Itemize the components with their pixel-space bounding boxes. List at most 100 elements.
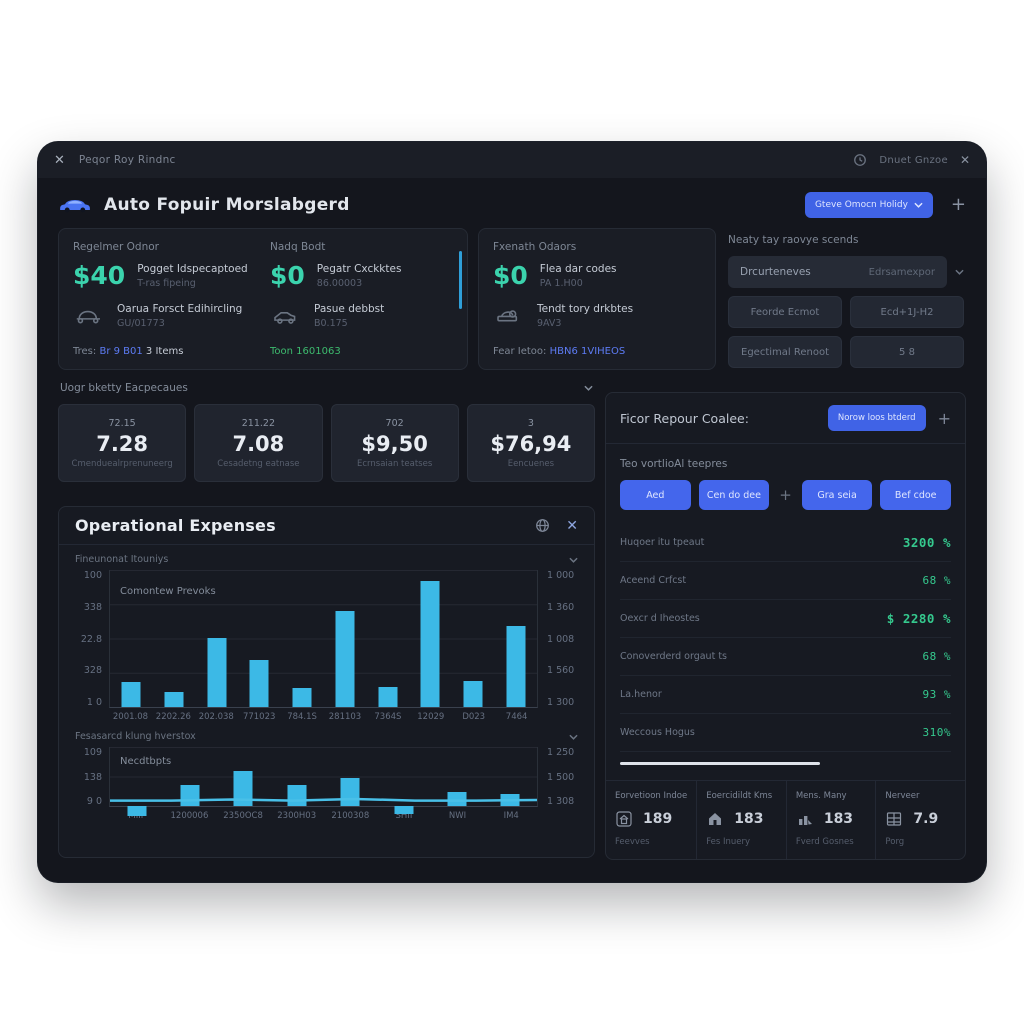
add-icon[interactable]: + — [950, 194, 966, 215]
axis-tick: 1 308 — [547, 796, 575, 807]
tile-main-value: $9,50 — [361, 431, 428, 456]
chart-bar[interactable] — [506, 626, 526, 707]
close-icon[interactable]: ✕ — [959, 153, 970, 167]
chart-bar[interactable] — [249, 660, 269, 707]
chart-bar-slot — [494, 570, 537, 707]
chevron-down-icon[interactable] — [569, 734, 578, 740]
chart-bar-slot — [430, 747, 483, 806]
new-quote-button[interactable]: Norow loos btderd — [827, 405, 926, 431]
close-icon[interactable]: ✕ — [54, 152, 65, 168]
chart-bar[interactable] — [378, 686, 398, 707]
footer-link: HBN6 1VIHEOS — [549, 346, 626, 357]
metric-row[interactable]: Aceend Crfcst 68 % — [620, 562, 951, 600]
metric-row[interactable]: Huqoer itu tpeaut 3200 % — [620, 524, 951, 562]
chart-bar[interactable] — [500, 794, 520, 806]
expense-tile[interactable]: 72.15 7.28 Cmenduealrprenuneerg — [58, 404, 187, 482]
records-filter-input[interactable]: Drcurteneves Edrsamexpor — [728, 256, 947, 288]
chart-bar-slot — [281, 570, 324, 707]
titlebar-status: Dnuet Gnzoe — [879, 154, 948, 166]
stat-label: Tendt tory drkbtes — [537, 303, 634, 315]
x-axis-label: 771023 — [242, 712, 276, 722]
chart-bar[interactable] — [340, 777, 360, 806]
metric-value: 68 % — [922, 574, 951, 587]
records-button-4[interactable]: 5 8 — [850, 336, 964, 368]
chart-bar-slot — [452, 570, 495, 707]
chart-bar-slot — [110, 747, 163, 816]
stat-block[interactable]: Eoercidildt Kms 183 Fes Inuery — [696, 781, 786, 859]
scrollbar[interactable] — [459, 251, 462, 309]
stat-label: Pegatr Cxckktes — [316, 263, 402, 275]
y-axis-right: 1 250 1 500 1 308 — [538, 747, 580, 807]
x-axis-labels: 2001.08 2202.26 202.038 771023 784.1S 281103 7… — [109, 712, 538, 722]
covered-car-icon — [76, 310, 100, 324]
axis-tick: 138 — [83, 771, 102, 783]
chevron-down-icon[interactable] — [569, 557, 578, 563]
stat-block[interactable]: Eorvetioon Indoe 189 Feevves — [606, 781, 696, 859]
chart-bar[interactable] — [394, 806, 414, 815]
add-icon[interactable]: + — [937, 408, 951, 428]
filter-chip-1[interactable]: Aed — [620, 480, 691, 510]
records-button-2[interactable]: Ecd+1J-H2 — [850, 296, 964, 328]
chart-bar[interactable] — [127, 806, 147, 816]
records-button-1[interactable]: Feorde Ecmot — [728, 296, 842, 328]
stat-header: Eoercidildt Kms — [706, 791, 773, 801]
chart-bar[interactable] — [287, 785, 307, 806]
chevron-down-icon[interactable] — [955, 269, 964, 275]
chart-bar[interactable] — [164, 691, 184, 707]
chart-bar[interactable] — [233, 770, 253, 806]
filter-chip-4[interactable]: Bef cdoe — [880, 480, 952, 510]
records-button-3[interactable]: Egectimal Renoot — [728, 336, 842, 368]
app-header: Auto Fopuir Morslabgerd Gteve Omocn Holi… — [58, 186, 966, 224]
horizontal-scrollbar[interactable] — [620, 762, 820, 765]
card-footer[interactable]: Toon 1601063 — [270, 346, 341, 357]
chart-bar[interactable] — [207, 637, 227, 707]
chart-bar[interactable] — [121, 681, 141, 707]
clock-icon[interactable] — [853, 153, 867, 167]
chart-bar[interactable] — [420, 580, 440, 707]
tile-main-value: 7.28 — [96, 431, 149, 456]
app-window: ✕ Peqor Roy Rindnc Dnuet Gnzoe ✕ Auto Fo… — [38, 142, 986, 882]
metric-label: Huqoer itu tpeaut — [620, 537, 705, 548]
x-axis-label: 281103 — [328, 712, 362, 722]
chart-bar[interactable] — [180, 785, 200, 806]
metric-value: 68 % — [922, 650, 951, 663]
close-icon[interactable]: ✕ — [566, 517, 578, 534]
stat-value: 183 — [823, 811, 854, 827]
card-footer[interactable]: Fear Ietoo: HBN6 1VIHEOS — [493, 346, 626, 357]
chart-bar[interactable] — [447, 792, 467, 806]
x-axis-label: 7364S — [374, 712, 402, 722]
metric-label: Aceend Crfcst — [620, 575, 687, 586]
add-icon[interactable]: + — [779, 486, 792, 504]
period-select-button[interactable]: Gteve Omocn Holidy — [804, 192, 933, 218]
metric-row[interactable]: Oexcr d Iheostes $ 2280 % — [620, 600, 951, 638]
chart-bar-slot — [484, 747, 537, 806]
x-axis-label: MIII — [128, 811, 144, 821]
stat-label: Pasue debbst — [314, 303, 385, 315]
revenue-bar-chart: Fineunonat Itouniys 100 338 22.8 328 1 0 Com… — [73, 545, 580, 722]
tile-top-value: 211.22 — [241, 417, 275, 429]
metric-row[interactable]: Weccous Hogus 310% — [620, 714, 951, 752]
stat-value: 189 — [643, 811, 673, 827]
chart-bar[interactable] — [335, 611, 355, 707]
filter-chip-3[interactable]: Gra seia — [801, 480, 873, 510]
metric-row[interactable]: Conoverderd orgaut ts 68 % — [620, 638, 951, 676]
stat-block[interactable]: Nerveer 7.9 Porg — [875, 781, 965, 859]
chart-bar-slot — [324, 570, 367, 707]
chevron-down-icon[interactable] — [584, 385, 593, 391]
axis-tick: 338 — [83, 601, 102, 613]
chart-bar[interactable] — [292, 688, 312, 707]
globe-icon[interactable] — [535, 518, 550, 533]
card-footer[interactable]: Tres: Br 9 B01 3 Items — [73, 346, 184, 357]
filter-chip-2[interactable]: Cen do dee — [698, 480, 770, 510]
expense-tile[interactable]: 211.22 7.08 Cesadetng eatnase — [194, 404, 323, 482]
chart-bar[interactable] — [463, 680, 483, 707]
axis-tick: 328 — [83, 665, 102, 677]
expense-tile[interactable]: 3 $76,94 Eencuenes — [466, 404, 595, 482]
x-axis-label: 784.1S — [287, 712, 317, 722]
expense-tile[interactable]: 702 $9,50 Ecrnsaian teatses — [330, 404, 459, 482]
metric-row[interactable]: La.henor 93 % — [620, 676, 951, 714]
y-axis-left: 109 138 9 0 — [73, 747, 109, 807]
stat-block[interactable]: Mens. Many 183 Fverd Gosnes — [785, 781, 876, 859]
axis-tick: 1 500 — [547, 771, 575, 783]
